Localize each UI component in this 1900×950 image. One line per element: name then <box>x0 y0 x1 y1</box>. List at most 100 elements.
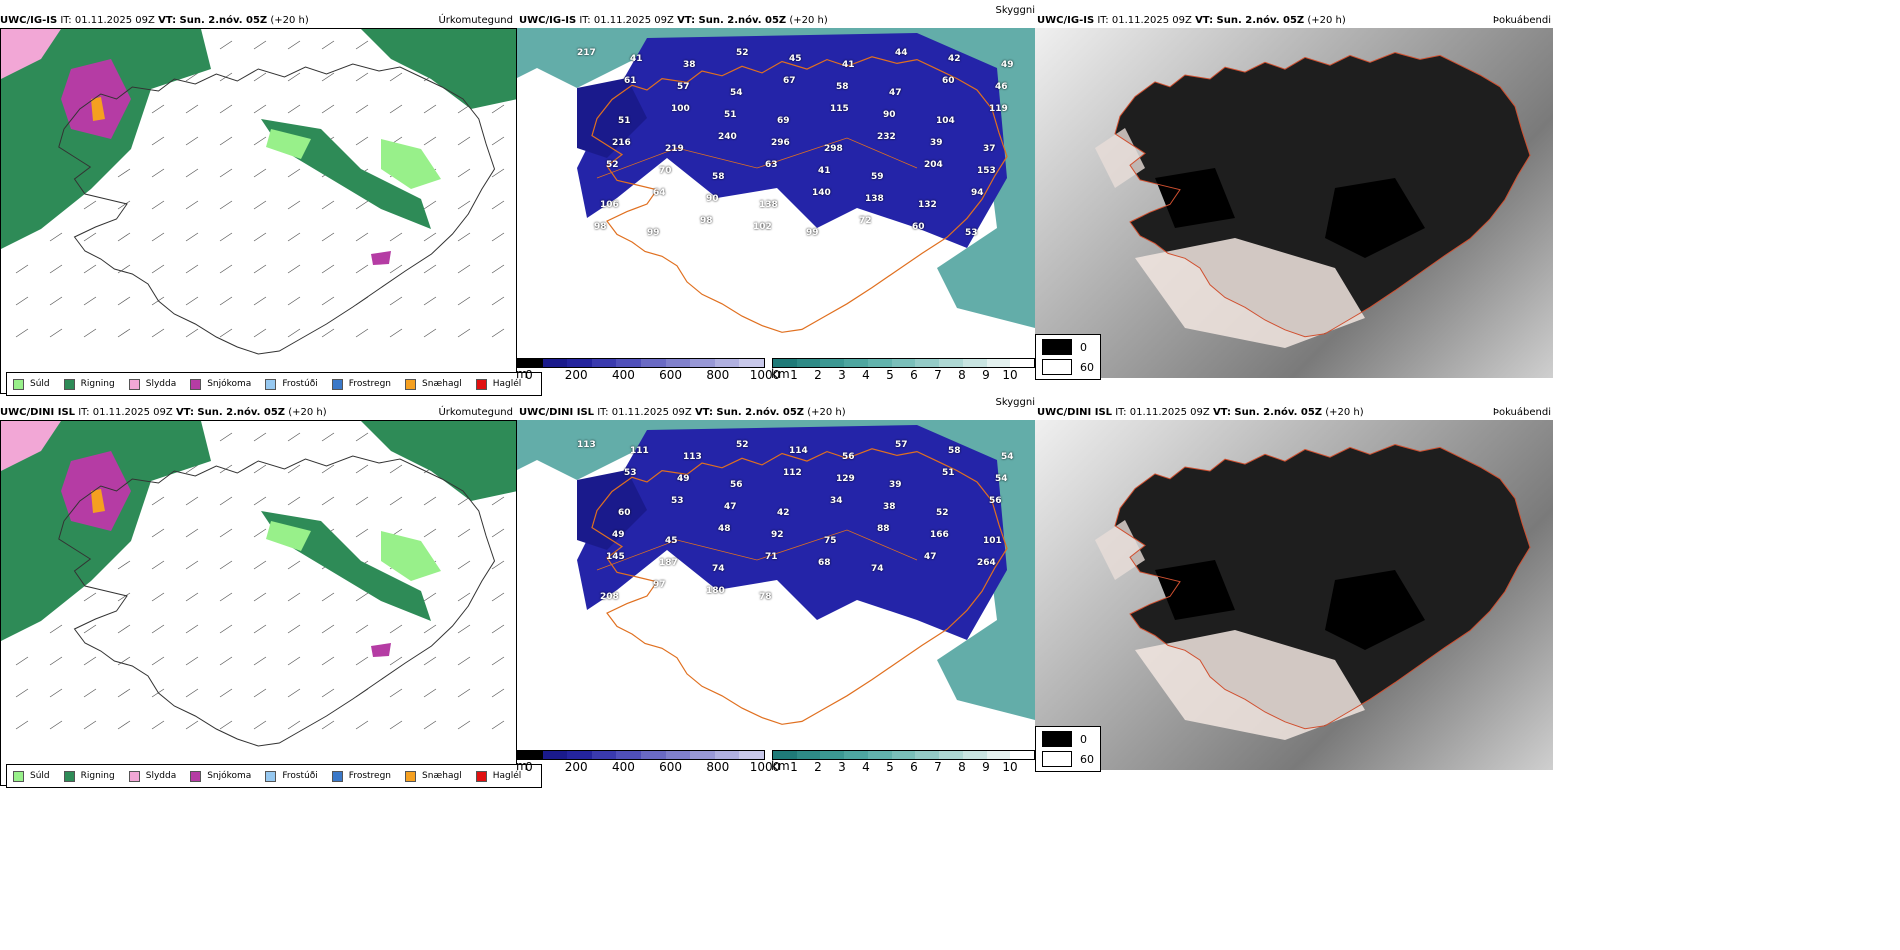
fog-legend: 0 60 <box>1035 334 1101 380</box>
ceiling-label: 232 <box>877 132 896 142</box>
ceiling-label: 104 <box>936 116 955 126</box>
colorbar-cell <box>591 751 617 759</box>
ceiling-label: 99 <box>806 228 819 238</box>
init-time: IT: 01.11.2025 09Z <box>1115 407 1210 418</box>
visibility-panel: UWC/DINI ISL IT: 01.11.2025 09Z VT: Sun.… <box>516 397 1035 786</box>
colorbar-tick: 4 <box>862 368 870 382</box>
colorbar-tick: 2 <box>814 760 822 774</box>
ceiling-label: 187 <box>659 558 678 568</box>
ceiling-label: 92 <box>771 530 784 540</box>
ceiling-label: 37 <box>983 144 996 154</box>
ceiling-label: 38 <box>883 502 896 512</box>
colorbar-unit: km <box>771 367 790 381</box>
valid-time: VT: Sun. 2.nóv. 05Z <box>677 15 787 26</box>
ceiling-label: 101 <box>983 536 1002 546</box>
fog-header: UWC/IG-IS IT: 01.11.2025 09Z VT: Sun. 2.… <box>1037 14 1346 28</box>
ceiling-label: 51 <box>724 110 737 120</box>
precip-title: Úrkomutegund <box>438 15 513 26</box>
legend-swatch <box>265 770 277 782</box>
legend-swatch <box>405 770 417 782</box>
visibility-header: UWC/DINI ISL IT: 01.11.2025 09Z VT: Sun.… <box>519 406 846 420</box>
precip-legend-item: Haglél <box>475 770 521 782</box>
colorbar-tick: 600 <box>659 368 683 382</box>
colorbar-cell <box>773 359 797 367</box>
fog-map-svg <box>1095 443 1531 740</box>
legend-swatch <box>1042 359 1072 375</box>
ceiling-label: 113 <box>577 440 596 450</box>
precip-legend-item: Súld <box>13 378 50 390</box>
lead-time: (+20 h) <box>288 407 327 418</box>
precip-legend-item: Snjókoma <box>190 770 252 782</box>
ceiling-label: 49 <box>677 474 690 484</box>
ceiling-label: 47 <box>924 552 937 562</box>
colorbar-cell <box>714 751 740 759</box>
ceiling-label: 57 <box>895 440 908 450</box>
colorbar-cell <box>939 751 963 759</box>
legend-swatch <box>1042 751 1072 767</box>
ceiling-label: 67 <box>783 76 796 86</box>
visibility-title: Skyggni <box>995 5 1035 16</box>
ceiling-label: 217 <box>577 48 596 58</box>
precip-legend-item: Frostregn <box>331 770 391 782</box>
legend-label: Frostúði <box>282 379 318 389</box>
ceiling-label: 90 <box>706 194 719 204</box>
ceiling-label: 53 <box>965 228 978 238</box>
precip-legend-item: Slydda <box>128 378 176 390</box>
colorbar-cell <box>665 751 691 759</box>
colorbar-cell <box>640 751 666 759</box>
colorbar-cell <box>567 751 592 759</box>
colorbar-tick: 800 <box>706 760 730 774</box>
colorbar-tick: 1000 <box>749 368 781 382</box>
colorbar-tick: 10 <box>1002 760 1018 774</box>
colorbar-cell <box>1010 751 1035 759</box>
colorbar-cell <box>820 751 845 759</box>
colorbar-tick: 7 <box>934 368 942 382</box>
ceiling-label: 44 <box>895 48 908 58</box>
colorbar-cell <box>820 359 845 367</box>
model-name: UWC/DINI ISL <box>1037 407 1113 418</box>
precip-title: Úrkomutegund <box>438 407 513 418</box>
colorbar-tick: 3 <box>838 368 846 382</box>
legend-swatch <box>63 770 75 782</box>
colorbar-tick: 6 <box>910 760 918 774</box>
colorbar-cell <box>690 751 715 759</box>
ceiling-label: 100 <box>671 104 690 114</box>
fog-map <box>1035 28 1553 378</box>
ceiling-label: 180 <box>706 586 725 596</box>
ceiling-label: 74 <box>871 564 884 574</box>
colorbar-cell <box>867 751 892 759</box>
legend-swatch <box>475 770 487 782</box>
colorbar-tick: 400 <box>611 760 635 774</box>
legend-label: Rigning <box>80 771 115 781</box>
precip-map-svg <box>1 29 516 355</box>
valid-time: VT: Sun. 2.nóv. 05Z <box>175 407 286 418</box>
legend-swatch <box>128 770 140 782</box>
precip-panel: UWC/IG-IS IT: 01.11.2025 09Z VT: Sun. 2.… <box>0 14 543 396</box>
legend-label: Snjókoma <box>207 771 252 781</box>
ceiling-label: 72 <box>859 216 872 226</box>
ceiling-label: 57 <box>677 82 690 92</box>
ceiling-label: 54 <box>730 88 743 98</box>
ceiling-label: 71 <box>765 552 778 562</box>
fog-map-svg <box>1095 51 1531 348</box>
ceiling-label: 208 <box>600 592 619 602</box>
ceiling-label: 113 <box>683 452 702 462</box>
colorbar-tick: 5 <box>886 760 894 774</box>
legend-label: Snæhagl <box>422 379 462 389</box>
precip-legend-item: Frostúði <box>265 770 318 782</box>
precip-legend-item: Súld <box>13 770 50 782</box>
colorbar-tick: 2 <box>814 368 822 382</box>
ceiling-label: 45 <box>665 536 678 546</box>
ceiling-label: 138 <box>865 194 884 204</box>
colorbar-cell <box>1010 359 1035 367</box>
colorbar-tick: 10 <box>1002 368 1018 382</box>
legend-swatch <box>265 378 277 390</box>
colorbar-tick: 5 <box>886 368 894 382</box>
ceiling-label: 58 <box>836 82 849 92</box>
colorbar-cell <box>518 751 543 759</box>
init-time: IT: 01.11.2025 09Z <box>579 15 674 26</box>
precip-legend-item: Snæhagl <box>405 770 462 782</box>
legend-label: Rigning <box>80 379 115 389</box>
model-name: UWC/DINI ISL <box>0 407 76 418</box>
legend-swatch <box>1042 339 1072 355</box>
